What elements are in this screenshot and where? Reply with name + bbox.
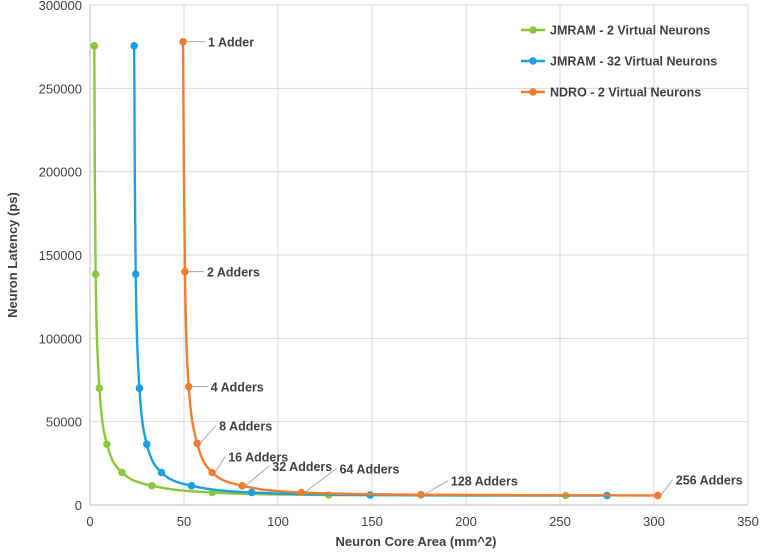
annotation-label: 256 Adders (676, 474, 743, 488)
series-line (93, 45, 566, 497)
legend-swatch-marker (529, 88, 537, 96)
legend-label: JMRAM - 2 Virtual Neurons (550, 24, 710, 38)
series-1 (90, 42, 570, 500)
x-tick-label: 300 (643, 514, 665, 529)
annotation-label: 16 Adders (228, 451, 288, 465)
data-point (187, 482, 196, 490)
annotation-label: 64 Adders (340, 463, 400, 477)
data-point (135, 384, 144, 393)
annotation-leader (660, 479, 674, 496)
annotation-leader (304, 468, 337, 493)
legend-item: JMRAM - 32 Virtual Neurons (521, 55, 717, 69)
y-tick-label: 250000 (39, 81, 82, 96)
legend-item: NDRO - 2 Virtual Neurons (521, 86, 701, 100)
legend-label: NDRO - 2 Virtual Neurons (550, 86, 701, 100)
data-point (130, 42, 138, 50)
grid (89, 4, 749, 506)
data-point (247, 488, 256, 497)
data-point (238, 482, 247, 490)
series-3 (179, 37, 662, 500)
y-tick-label: 0 (75, 498, 82, 513)
legend-swatch-marker (529, 26, 537, 34)
x-tick-label: 150 (361, 514, 383, 529)
legend: JMRAM - 2 Virtual Neurons JMRAM - 32 Virt… (521, 24, 717, 100)
data-point (179, 37, 187, 46)
data-point (131, 270, 140, 278)
data-point (181, 267, 189, 276)
annotation-leader (244, 465, 270, 487)
series-2 (130, 42, 611, 500)
x-tick-label: 0 (86, 514, 93, 529)
annotation-label: 1 Adder (208, 36, 254, 50)
data-point (142, 440, 151, 448)
x-tick-label: 100 (267, 514, 289, 529)
data-point (193, 439, 201, 448)
data-point (297, 488, 306, 497)
annotation-label: 8 Adders (219, 419, 272, 433)
legend-swatch-marker (529, 57, 537, 65)
annotations: 1 Adder 2 Adders 4 Adders 8 Adders 16 Adders… (186, 36, 743, 496)
x-tick-label: 250 (549, 514, 571, 529)
series-line (132, 45, 608, 497)
x-tick-label: 200 (455, 514, 477, 529)
y-tick-label: 150000 (39, 248, 82, 263)
data-point (90, 42, 99, 50)
data-point (118, 468, 126, 477)
annotation-leader (423, 480, 449, 496)
data-point (208, 468, 216, 477)
series (90, 37, 662, 500)
y-axis-title: Neuron Latency (ps) (5, 192, 20, 318)
annotation-label: 2 Adders (207, 266, 260, 280)
y-tick-label: 50000 (46, 415, 82, 430)
legend-item: JMRAM - 2 Virtual Neurons (521, 24, 710, 38)
annotation-label: 128 Adders (451, 475, 518, 489)
axes: Neuron Core Area (mm^2) Neuron Latency (… (5, 0, 759, 549)
data-point (184, 382, 193, 391)
annotation-leader (214, 456, 226, 473)
x-axis-title: Neuron Core Area (mm^2) (336, 534, 497, 549)
x-tick-label: 50 (177, 514, 191, 529)
x-tick-label: 350 (737, 514, 759, 529)
data-point (95, 384, 104, 393)
annotation-label: 32 Adders (272, 460, 332, 474)
annotation-leader (199, 425, 217, 444)
data-point (103, 440, 111, 448)
data-point (417, 490, 425, 499)
data-point (91, 270, 100, 278)
y-tick-label: 300000 (39, 0, 82, 13)
annotation-label: 4 Adders (211, 381, 264, 395)
data-point (148, 482, 156, 490)
y-tick-label: 200000 (39, 165, 82, 180)
data-point (653, 491, 662, 500)
y-tick-label: 100000 (39, 331, 82, 346)
legend-label: JMRAM - 32 Virtual Neurons (550, 55, 717, 69)
data-point (157, 468, 166, 477)
